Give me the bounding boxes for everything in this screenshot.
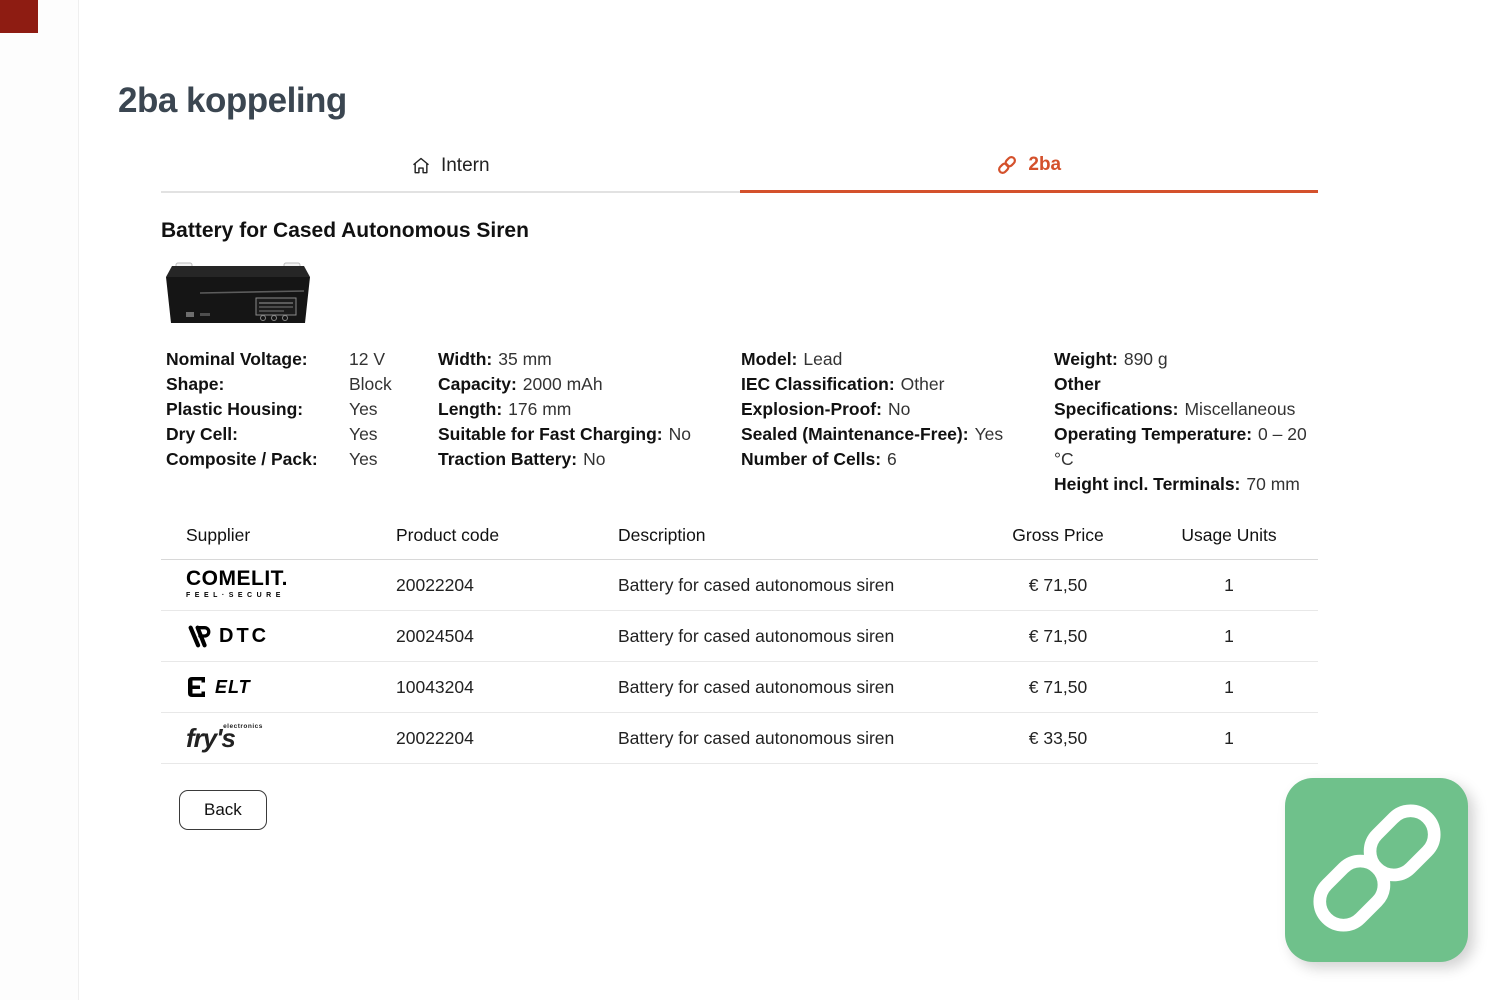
spec-value: Miscellaneous [1184,399,1296,419]
product-code-cell: 10043204 [396,676,474,697]
main-card: 2ba koppeling Intern [78,0,1500,1000]
table-header-row: Supplier Product code Description Gross … [161,525,1318,560]
spec-label: Model: [741,349,798,369]
spec-value: Lead [803,349,843,369]
usage-units-cell: 1 [1224,625,1234,646]
spec-label: Shape: [166,374,225,394]
product-code-cell: 20022204 [396,574,474,595]
tab-2ba[interactable]: 2ba [739,154,1318,193]
usage-units-cell: 1 [1224,676,1234,697]
spec-label: Capacity: [438,374,517,394]
spec-value: Yes [349,424,378,444]
page-title: 2ba koppeling [118,81,347,120]
supplier-tagline: FEEL·SECURE [186,592,285,599]
spec-label: Plastic Housing: [166,399,304,419]
spec-value: No [583,449,606,469]
spec-value: Yes [349,449,378,469]
spec-label: Length: [438,399,503,419]
product-code-cell: 20024504 [396,625,474,646]
spec-value: No [668,424,691,444]
usage-units-cell: 1 [1224,574,1234,595]
spec-label: Sealed (Maintenance-Free): [741,424,969,444]
spec-label: Explosion-Proof: [741,399,882,419]
usage-units-cell: 1 [1224,727,1234,748]
link-icon [996,154,1018,176]
supplier-tagline: electronics [223,722,263,730]
spec-label: Suitable for Fast Charging: [438,424,663,444]
supplier-logo-elt: ELT [186,675,396,699]
supplier-wordmark: ELT [215,676,251,697]
supplier-wordmark: DTC [219,624,270,647]
product-title: Battery for Cased Autonomous Siren [161,219,529,242]
spec-label: Height incl. Terminals: [1054,474,1241,494]
column-header-description: Description [618,525,706,545]
spec-value: 176 mm [508,399,572,419]
supplier-wordmark: fry's [186,722,236,753]
gross-price-cell: € 71,50 [1028,676,1088,697]
gross-price-cell: € 33,50 [1028,727,1088,748]
spec-value: Other [900,374,945,394]
supplier-table: Supplier Product code Description Gross … [161,525,1318,764]
chain-link-icon [1298,789,1456,952]
tab-label: Intern [440,154,490,176]
description-cell: Battery for cased autonomous siren [618,625,895,646]
spec-value: Yes [974,424,1004,444]
spec-value: Yes [349,399,378,419]
spec-label: Traction Battery: [438,449,578,469]
column-header-usage-units: Usage Units [1181,525,1277,545]
tab-intern[interactable]: Intern [161,154,740,193]
table-row[interactable]: fry's electronics 20022204 Battery for c… [161,713,1318,764]
description-cell: Battery for cased autonomous siren [618,727,895,748]
supplier-logo-frys: fry's electronics [186,722,263,753]
back-button[interactable]: Back [179,790,267,830]
spec-label: Composite / Pack: [166,449,318,469]
dtc-mark-icon [188,625,211,648]
supplier-logo-dtc: DTC [186,623,396,649]
table-row[interactable]: ELT 10043204 Battery for cased autonomou… [161,662,1318,713]
battery-product-image [166,262,310,323]
spec-label: Weight: [1054,349,1118,369]
corner-badge [0,0,38,33]
spec-label: Width: [438,349,493,369]
link-badge-button[interactable] [1285,778,1468,962]
spec-column: Nominal Voltage: 12 V Shape: Block Plastic… [166,347,438,497]
spec-label: Other Specifications: [1054,374,1179,419]
column-header-product-code: Product code [396,525,500,545]
column-header-gross-price: Gross Price [1012,525,1104,545]
spec-column: Weight: 890 g Other Specifications: Miscel… [1054,347,1318,497]
spec-label: Operating Temperature: [1054,424,1253,444]
spec-value: 6 [887,449,897,469]
tab-label: 2ba [1028,154,1062,175]
description-cell: Battery for cased autonomous siren [618,676,895,697]
spec-value: Block [349,374,392,394]
spec-sheet: Nominal Voltage: 12 V Shape: Block Plastic… [161,347,1318,497]
elt-mark-icon [188,677,205,697]
spec-column: Model: Lead IEC Classification: Other Expl… [741,347,1054,497]
content-area: Intern 2ba Battery for Cased Autonomous … [161,154,1318,830]
spec-label: IEC Classification: [741,374,895,394]
table-row[interactable]: COMELIT. FEEL·SECURE 20022204 Battery fo… [161,560,1318,611]
spec-value: 2000 mAh [522,374,603,394]
column-header-supplier: Supplier [186,525,251,545]
spec-label: Nominal Voltage: [166,349,308,369]
tab-bar: Intern 2ba [161,154,1318,193]
home-icon [411,156,431,176]
supplier-logo-comelit: COMELIT. FEEL·SECURE [186,568,288,599]
spec-value: 70 mm [1246,474,1300,494]
gross-price-cell: € 71,50 [1028,625,1088,646]
spec-value: 0 – 20 °C [1054,424,1307,469]
spec-value: 12 V [349,349,385,369]
description-cell: Battery for cased autonomous siren [618,574,895,595]
spec-column: Width: 35 mm Capacity: 2000 mAh Length: 176… [438,347,741,497]
spec-value: 890 g [1123,349,1168,369]
supplier-wordmark: COMELIT. [186,567,288,590]
gross-price-cell: € 71,50 [1028,574,1088,595]
spec-value: 35 mm [498,349,552,369]
spec-label: Number of Cells: [741,449,882,469]
spec-label: Dry Cell: [166,424,238,444]
table-row[interactable]: DTC 20024504 Battery for cased autonomou… [161,611,1318,662]
product-code-cell: 20022204 [396,727,474,748]
spec-value: No [887,399,911,419]
